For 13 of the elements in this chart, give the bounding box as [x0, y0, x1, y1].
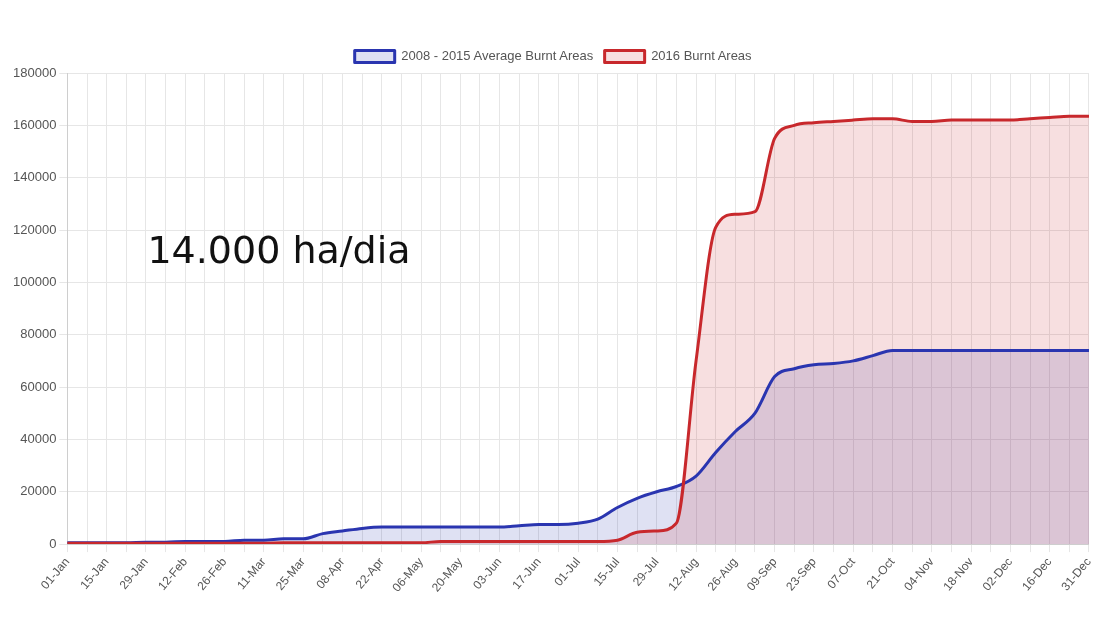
y-tick-label: 60000 [20, 378, 57, 394]
y-tick-label: 0 [49, 535, 57, 551]
y-tick-label: 100000 [12, 273, 57, 289]
y-tick-label: 120000 [12, 221, 57, 237]
y-tick-label: 180000 [12, 64, 57, 80]
y-tick-label: 40000 [20, 430, 57, 446]
y-tick-label: 140000 [12, 169, 57, 185]
legend-label: 2016 Burnt Areas [651, 48, 753, 64]
y-tick-label: 160000 [12, 116, 57, 132]
y-tick-label: 20000 [20, 483, 57, 499]
y-tick-label: 80000 [20, 326, 57, 342]
annotation: 14.000 ha/dia [147, 227, 411, 272]
legend-label: 2008 - 2015 Average Burnt Areas [401, 48, 594, 64]
